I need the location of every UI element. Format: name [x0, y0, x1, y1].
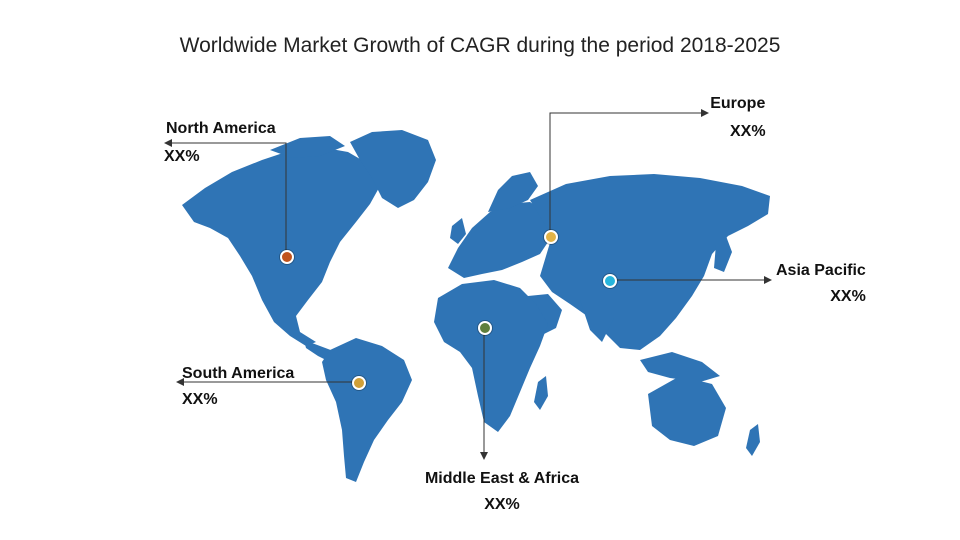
- callout-lines: [164, 109, 772, 460]
- north-america-landmass: [182, 147, 380, 346]
- europe-name: Europe: [710, 95, 766, 112]
- asia-pacific-name: Asia Pacific: [776, 262, 866, 279]
- north-america-label: North America XX%: [164, 120, 276, 166]
- arctic-islands: [270, 136, 345, 158]
- africa-landmass: [434, 280, 548, 432]
- north-america-marker: [280, 250, 294, 264]
- new-zealand-landmass: [746, 424, 760, 456]
- japan-landmass: [714, 236, 732, 272]
- scandinavia-landmass: [488, 172, 538, 212]
- europe-callout-line: [549, 109, 709, 236]
- mea-value: XX%: [484, 496, 520, 513]
- southeast-asia-islands: [640, 352, 720, 382]
- mea-name: Middle East & Africa: [424, 470, 580, 487]
- greenland-landmass: [350, 130, 436, 208]
- north-america-callout-line: [164, 139, 287, 256]
- europe-value: XX%: [730, 123, 766, 140]
- mea-marker: [478, 321, 492, 335]
- india-landmass: [580, 300, 614, 342]
- madagascar-landmass: [534, 376, 548, 410]
- asia-pacific-marker: [603, 274, 617, 288]
- australia-landmass: [648, 376, 726, 446]
- chart-title: Worldwide Market Growth of CAGR during t…: [179, 34, 781, 57]
- south-america-marker: [352, 376, 366, 390]
- north-america-value: XX%: [164, 148, 200, 165]
- europe-landmass: [448, 202, 552, 278]
- mea-label: Middle East & Africa XX%: [417, 470, 587, 514]
- asia-landmass: [530, 174, 770, 350]
- asia-pacific-label: Asia Pacific XX%: [776, 262, 866, 306]
- europe-label: Europe XX%: [710, 95, 766, 141]
- europe-marker: [544, 230, 558, 244]
- south-america-label: South America XX%: [182, 365, 294, 409]
- north-america-name: North America: [166, 120, 276, 137]
- south-america-landmass: [322, 338, 412, 482]
- asia-pacific-value: XX%: [830, 288, 866, 305]
- uk-landmass: [450, 218, 466, 244]
- continents: [182, 130, 770, 482]
- south-america-value: XX%: [182, 391, 218, 408]
- south-america-name: South America: [182, 365, 295, 382]
